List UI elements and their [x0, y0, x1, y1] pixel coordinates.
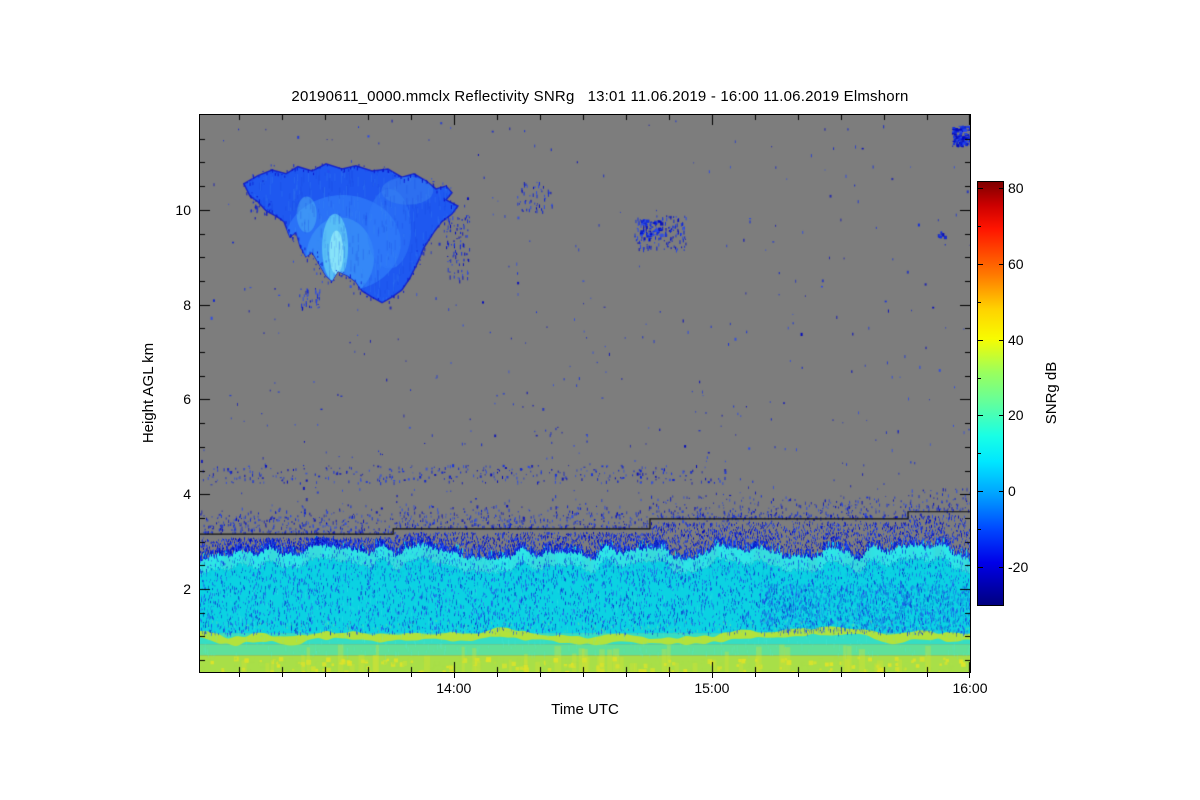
colorbar-label: SNRg dB	[1043, 361, 1060, 425]
colorbar-gradient	[978, 182, 1003, 605]
colorbar-tick-mark	[978, 188, 983, 189]
colorbar-minor-tick-mark	[978, 226, 981, 227]
x-outside-tick	[926, 673, 928, 677]
x-outside-tick	[625, 673, 627, 677]
colorbar-tick-label: 20	[1008, 407, 1024, 424]
x-outside-tick	[668, 673, 670, 677]
x-tick-label: 15:00	[694, 680, 730, 696]
plot-area	[199, 114, 971, 673]
y-tick-label: 6	[183, 391, 191, 408]
heatmap-canvas	[200, 115, 970, 672]
x-outside-tick	[281, 673, 283, 677]
colorbar-tick-label: 60	[1008, 255, 1024, 272]
colorbar-tick-mark	[999, 567, 1004, 568]
x-outside-tick	[539, 673, 541, 677]
x-outside-tick	[883, 673, 885, 677]
colorbar-tick-label: 80	[1008, 180, 1024, 197]
colorbar-tick-mark	[978, 264, 983, 265]
y-tick-label: 4	[183, 486, 191, 503]
colorbar-minor-tick-mark	[978, 529, 981, 530]
y-tick-label: 2	[183, 581, 191, 598]
colorbar-minor-tick-mark	[978, 378, 981, 379]
x-axis-label: Time UTC	[551, 701, 619, 718]
colorbar-tick-mark	[999, 491, 1004, 492]
x-outside-tick	[840, 673, 842, 677]
x-outside-tick	[797, 673, 799, 677]
y-tick-label: 10	[175, 201, 191, 218]
x-outside-tick	[238, 673, 240, 677]
x-outside-tick	[969, 673, 970, 678]
x-outside-tick	[496, 673, 498, 677]
x-outside-tick	[324, 673, 326, 677]
colorbar-tick-label: -20	[1008, 559, 1029, 576]
colorbar-minor-tick-mark	[978, 453, 981, 454]
colorbar-tick-mark	[999, 188, 1004, 189]
colorbar-tick-mark	[999, 264, 1004, 265]
x-outside-tick	[754, 673, 756, 677]
x-tick-label: 14:00	[436, 680, 472, 696]
x-outside-tick	[582, 673, 584, 677]
colorbar	[977, 181, 1004, 606]
chart-title: 20190611_0000.mmclx Reflectivity SNRg 13…	[291, 88, 909, 105]
x-outside-tick	[410, 673, 412, 677]
x-outside-tick	[367, 673, 369, 677]
colorbar-minor-tick-mark	[978, 302, 981, 303]
x-outside-tick	[453, 673, 455, 678]
x-tick-label: 16:00	[952, 680, 988, 696]
colorbar-tick-label: 0	[1008, 483, 1016, 500]
x-outside-tick	[711, 673, 713, 678]
colorbar-tick-mark	[978, 567, 983, 568]
colorbar-tick-mark	[999, 415, 1004, 416]
colorbar-tick-mark	[978, 340, 983, 341]
colorbar-tick-mark	[999, 340, 1004, 341]
y-tick-label: 8	[183, 296, 191, 313]
colorbar-tick-mark	[978, 415, 983, 416]
colorbar-tick-mark	[978, 491, 983, 492]
colorbar-tick-label: 40	[1008, 331, 1024, 348]
